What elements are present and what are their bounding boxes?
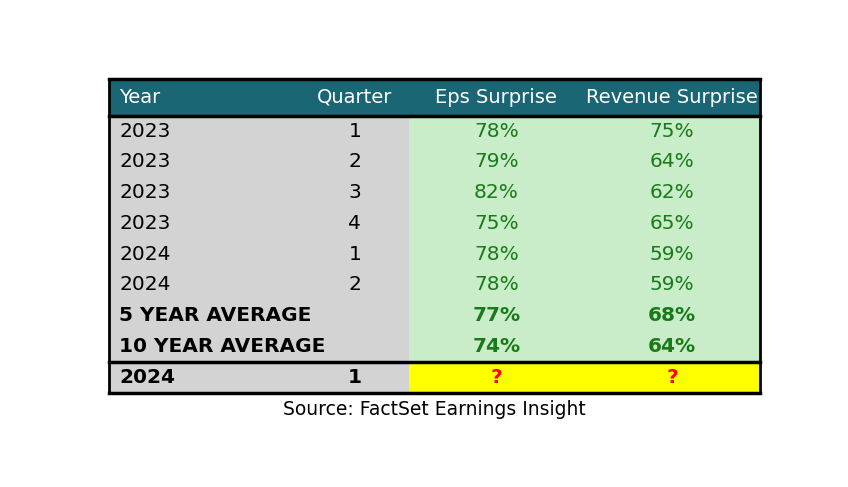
Text: 2023: 2023 (119, 152, 170, 171)
Bar (409, 362, 584, 393)
Bar (584, 208, 760, 239)
Text: 78%: 78% (474, 122, 519, 141)
Text: 2023: 2023 (119, 122, 170, 141)
Text: 59%: 59% (650, 276, 695, 295)
Text: Quarter: Quarter (317, 88, 393, 107)
Bar (109, 79, 301, 116)
Text: 78%: 78% (474, 276, 519, 295)
Text: Revenue Surprise: Revenue Surprise (586, 88, 758, 107)
Text: 64%: 64% (650, 152, 695, 171)
Bar (409, 147, 584, 177)
Bar (409, 331, 584, 362)
Text: 2024: 2024 (119, 368, 176, 387)
Text: 77%: 77% (472, 306, 521, 325)
Bar (109, 300, 409, 331)
Bar (409, 300, 584, 331)
Text: 4: 4 (349, 214, 361, 233)
Bar (409, 116, 584, 147)
Text: 78%: 78% (474, 244, 519, 263)
Bar (409, 239, 584, 270)
Bar (584, 362, 760, 393)
Text: 62%: 62% (650, 183, 695, 202)
Bar (409, 177, 584, 208)
Text: 2024: 2024 (119, 276, 170, 295)
Text: 75%: 75% (650, 122, 695, 141)
Text: 1: 1 (349, 244, 361, 263)
Bar (584, 331, 760, 362)
Bar (409, 270, 584, 300)
Text: 65%: 65% (650, 214, 695, 233)
Bar (584, 270, 760, 300)
Bar (109, 331, 409, 362)
Text: 5 YEAR AVERAGE: 5 YEAR AVERAGE (119, 306, 311, 325)
Text: 2023: 2023 (119, 214, 170, 233)
Text: 74%: 74% (472, 337, 521, 356)
Bar (409, 79, 584, 116)
Text: 2: 2 (349, 276, 361, 295)
Bar (109, 116, 409, 147)
Text: 10 YEAR AVERAGE: 10 YEAR AVERAGE (119, 337, 326, 356)
Text: 75%: 75% (474, 214, 519, 233)
Bar (584, 79, 760, 116)
Text: ?: ? (491, 368, 502, 387)
Text: 59%: 59% (650, 244, 695, 263)
Bar (109, 177, 409, 208)
Text: 2024: 2024 (119, 244, 170, 263)
Text: 68%: 68% (648, 306, 696, 325)
Bar (409, 208, 584, 239)
Bar (584, 147, 760, 177)
Text: Source: FactSet Earnings Insight: Source: FactSet Earnings Insight (283, 400, 586, 419)
Text: 2023: 2023 (119, 183, 170, 202)
Bar (109, 147, 409, 177)
Text: 3: 3 (349, 183, 361, 202)
Text: 1: 1 (348, 368, 362, 387)
Bar (109, 362, 409, 393)
Bar (109, 270, 409, 300)
Bar (109, 208, 409, 239)
Text: 82%: 82% (474, 183, 519, 202)
Bar (584, 116, 760, 147)
Text: Eps Surprise: Eps Surprise (436, 88, 557, 107)
Bar (301, 79, 409, 116)
Bar (584, 239, 760, 270)
Bar (109, 239, 409, 270)
Text: Year: Year (119, 88, 160, 107)
Text: 64%: 64% (648, 337, 696, 356)
Text: ?: ? (667, 368, 678, 387)
Text: 1: 1 (349, 122, 361, 141)
Bar (584, 300, 760, 331)
Bar (584, 177, 760, 208)
Text: 2: 2 (349, 152, 361, 171)
Text: 79%: 79% (474, 152, 519, 171)
